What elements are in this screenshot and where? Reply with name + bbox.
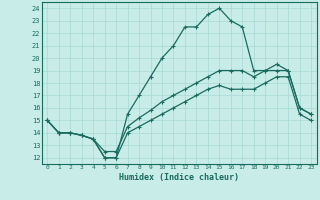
X-axis label: Humidex (Indice chaleur): Humidex (Indice chaleur)	[119, 173, 239, 182]
